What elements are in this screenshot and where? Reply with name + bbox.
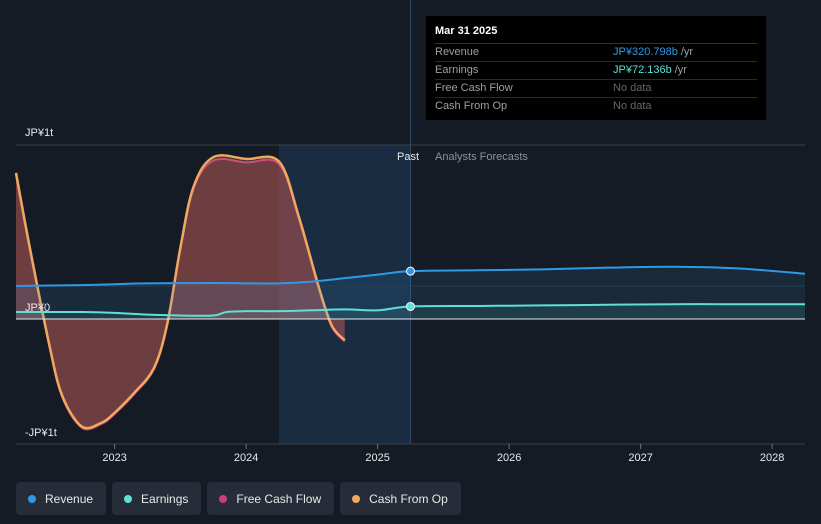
y-tick-bottom: -JP¥1t <box>25 427 57 439</box>
hover-markers <box>406 266 415 311</box>
legend-dot-icon <box>352 494 361 503</box>
tooltip-label: Cash From Op <box>435 100 508 112</box>
legend-item-earnings[interactable]: Earnings <box>112 482 202 515</box>
tooltip-value: JP¥72.136b <box>613 64 672 76</box>
legend-dot-icon <box>28 494 36 503</box>
legend-dot-icon <box>219 494 228 503</box>
tooltip-row-cash-from-op: Cash From Op No data <box>435 98 757 115</box>
tooltip-label: Revenue <box>435 46 480 58</box>
legend-label: Earnings <box>141 491 189 506</box>
tooltip-unit: /yr <box>680 46 694 58</box>
legend-item-free-cash-flow[interactable]: Free Cash Flow <box>207 482 335 515</box>
tooltip-label: Free Cash Flow <box>435 82 513 94</box>
legend-item-cash-from-op[interactable]: Cash From Op <box>340 482 461 515</box>
earnings-area <box>16 304 805 319</box>
tooltip-value: JP¥320.798b <box>613 46 678 58</box>
legend-label: Cash From Op <box>369 491 448 506</box>
legend-item-revenue[interactable]: Revenue <box>16 482 107 515</box>
legend-label: Free Cash Flow <box>236 491 322 506</box>
earnings-hover-marker <box>406 301 415 311</box>
hover-tooltip: Mar 31 2025 Revenue JP¥320.798b /yr Earn… <box>426 16 766 120</box>
tooltip-value: No data <box>613 100 652 112</box>
past-label: Past <box>397 151 419 163</box>
revenue-line <box>15 265 806 287</box>
x-axis-ticks: 2023 2024 2025 2026 2027 2028 <box>102 444 784 464</box>
x-tick-label: 2026 <box>497 452 521 464</box>
tooltip-row-earnings: Earnings JP¥72.136b /yr <box>435 62 757 80</box>
revenue-hover-marker <box>406 266 415 276</box>
revenue-area <box>16 266 805 319</box>
cash-from-op-area <box>16 155 345 429</box>
tooltip-label: Earnings <box>435 64 479 76</box>
earnings-line <box>15 303 805 317</box>
x-tick-label: 2024 <box>234 452 258 464</box>
chart-legend: Revenue Earnings Free Cash Flow Cash Fro… <box>16 482 461 515</box>
tooltip-unit: /yr <box>674 64 687 76</box>
tooltip-row-free-cash-flow: Free Cash Flow No data <box>435 80 757 98</box>
x-tick-label: 2027 <box>628 452 652 464</box>
free-cash-flow-area <box>16 159 345 430</box>
legend-label: Revenue <box>45 491 94 506</box>
forecast-label: Analysts Forecasts <box>435 151 528 163</box>
tooltip-date: Mar 31 2025 <box>435 24 757 44</box>
y-tick-zero: JP¥0 <box>25 302 50 314</box>
tooltip-value: No data <box>613 82 652 94</box>
series-layer <box>14 154 806 431</box>
legend-dot-icon <box>124 494 133 503</box>
cash-from-op-line <box>14 154 346 430</box>
x-tick-label: 2023 <box>102 452 126 464</box>
x-tick-label: 2025 <box>365 452 389 464</box>
tooltip-row-revenue: Revenue JP¥320.798b /yr <box>435 44 757 62</box>
y-tick-top: JP¥1t <box>25 127 53 139</box>
x-tick-label: 2028 <box>760 452 784 464</box>
